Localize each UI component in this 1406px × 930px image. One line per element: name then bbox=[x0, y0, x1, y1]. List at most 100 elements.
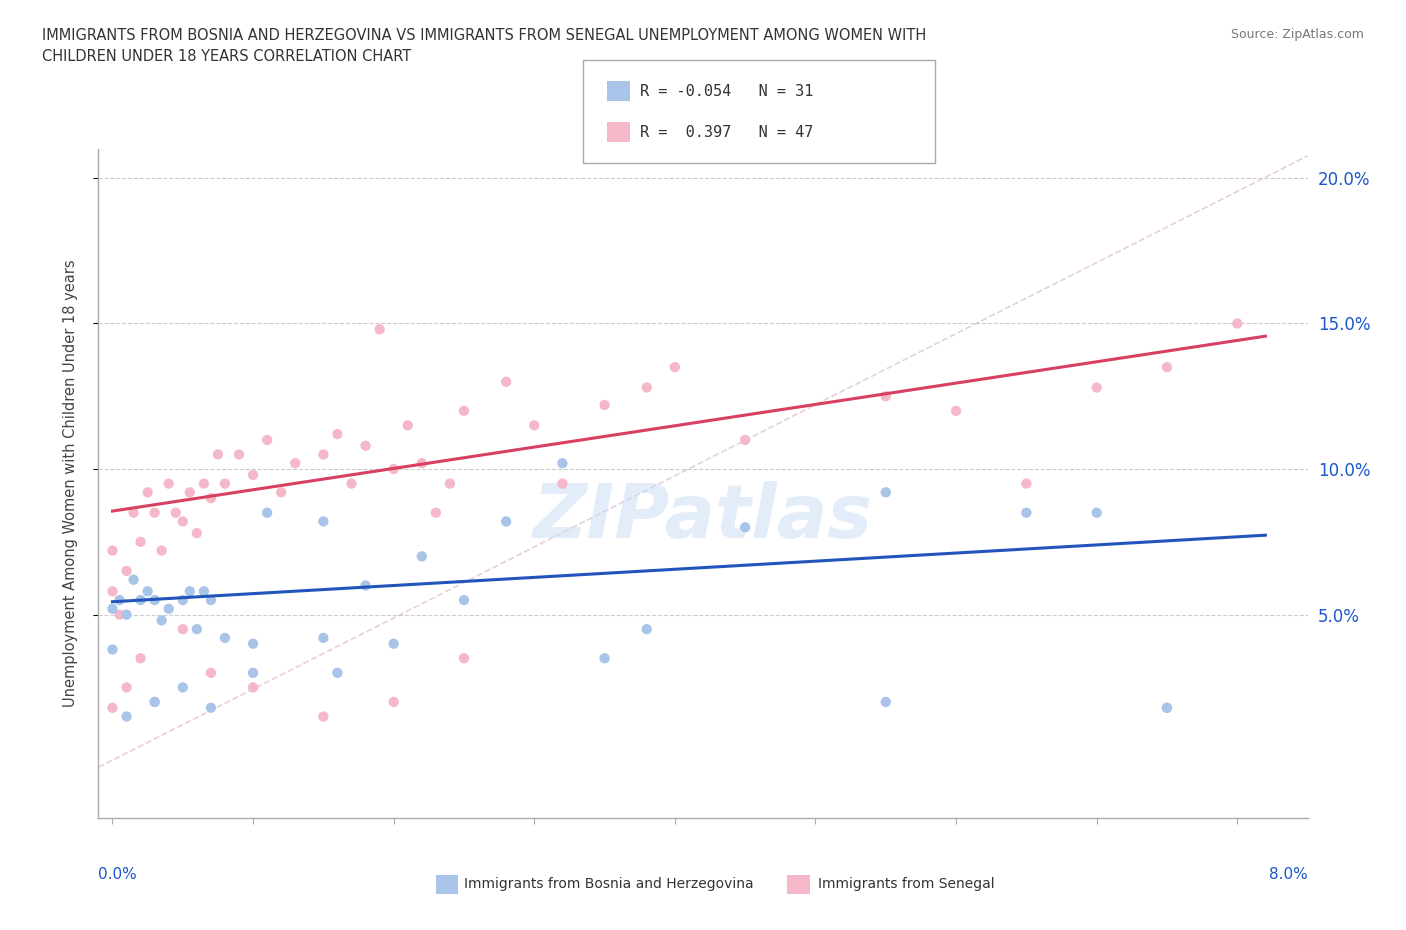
Point bbox=[382, 636, 405, 651]
Point bbox=[200, 491, 222, 506]
Point bbox=[115, 607, 138, 622]
Point bbox=[242, 636, 264, 651]
Point bbox=[593, 397, 616, 412]
Point bbox=[425, 505, 447, 520]
Point bbox=[636, 622, 658, 637]
Point bbox=[523, 418, 546, 432]
Point bbox=[326, 427, 349, 442]
Point bbox=[101, 642, 124, 657]
Point bbox=[593, 651, 616, 666]
Point bbox=[101, 602, 124, 617]
Point bbox=[284, 456, 307, 471]
Point bbox=[172, 514, 194, 529]
Point bbox=[875, 389, 897, 404]
Point bbox=[172, 680, 194, 695]
Point bbox=[143, 592, 166, 607]
Point bbox=[411, 549, 433, 564]
Point bbox=[495, 374, 517, 389]
Point bbox=[108, 592, 131, 607]
Point bbox=[186, 622, 208, 637]
Point bbox=[115, 564, 138, 578]
Point bbox=[354, 438, 377, 453]
Point bbox=[179, 584, 201, 599]
Point bbox=[256, 432, 278, 447]
Text: Immigrants from Bosnia and Herzegovina: Immigrants from Bosnia and Herzegovina bbox=[464, 876, 754, 891]
Point bbox=[945, 404, 967, 418]
Point bbox=[143, 505, 166, 520]
Point bbox=[122, 572, 145, 587]
Point bbox=[1156, 700, 1178, 715]
Point bbox=[439, 476, 461, 491]
Point bbox=[734, 432, 756, 447]
Text: ZIPatlas: ZIPatlas bbox=[533, 481, 873, 553]
Text: Source: ZipAtlas.com: Source: ZipAtlas.com bbox=[1230, 28, 1364, 41]
Point bbox=[242, 680, 264, 695]
Point bbox=[875, 695, 897, 710]
Text: 0.0%: 0.0% bbox=[98, 867, 138, 882]
Text: R =  0.397   N = 47: R = 0.397 N = 47 bbox=[640, 125, 813, 140]
Point bbox=[150, 543, 173, 558]
Point bbox=[143, 695, 166, 710]
Point bbox=[1015, 476, 1038, 491]
Point bbox=[368, 322, 391, 337]
Point bbox=[312, 631, 335, 645]
Point bbox=[312, 447, 335, 462]
Point bbox=[242, 468, 264, 483]
Point bbox=[495, 514, 517, 529]
Point bbox=[1085, 505, 1108, 520]
Text: 8.0%: 8.0% bbox=[1268, 867, 1308, 882]
Point bbox=[453, 651, 475, 666]
Point bbox=[382, 461, 405, 476]
Point bbox=[382, 695, 405, 710]
Point bbox=[129, 592, 152, 607]
Point bbox=[172, 592, 194, 607]
Point bbox=[108, 607, 131, 622]
Point bbox=[242, 665, 264, 680]
Text: IMMIGRANTS FROM BOSNIA AND HERZEGOVINA VS IMMIGRANTS FROM SENEGAL UNEMPLOYMENT A: IMMIGRANTS FROM BOSNIA AND HERZEGOVINA V… bbox=[42, 28, 927, 64]
Point bbox=[1156, 360, 1178, 375]
Point bbox=[636, 380, 658, 395]
Point bbox=[136, 584, 159, 599]
Point bbox=[143, 695, 166, 710]
Point bbox=[551, 456, 574, 471]
Point bbox=[312, 709, 335, 724]
Point bbox=[122, 505, 145, 520]
Point bbox=[270, 485, 292, 499]
Point bbox=[207, 447, 229, 462]
Point bbox=[396, 418, 419, 432]
Point bbox=[157, 476, 180, 491]
Point bbox=[157, 602, 180, 617]
Point bbox=[453, 592, 475, 607]
Point bbox=[326, 665, 349, 680]
Point bbox=[228, 447, 250, 462]
Point bbox=[1226, 316, 1249, 331]
Point bbox=[101, 543, 124, 558]
Point bbox=[129, 535, 152, 550]
Point bbox=[193, 584, 215, 599]
Point bbox=[172, 622, 194, 637]
Point bbox=[1015, 505, 1038, 520]
Point bbox=[129, 651, 152, 666]
Point bbox=[1085, 380, 1108, 395]
Point bbox=[551, 476, 574, 491]
Point bbox=[150, 613, 173, 628]
Point bbox=[1156, 700, 1178, 715]
Point bbox=[734, 520, 756, 535]
Point bbox=[664, 360, 686, 375]
Point bbox=[256, 505, 278, 520]
Point bbox=[875, 485, 897, 499]
Point bbox=[165, 505, 187, 520]
Y-axis label: Unemployment Among Women with Children Under 18 years: Unemployment Among Women with Children U… bbox=[63, 259, 77, 708]
Point bbox=[101, 584, 124, 599]
Point bbox=[354, 578, 377, 593]
Point bbox=[200, 700, 222, 715]
Point bbox=[453, 404, 475, 418]
Point bbox=[186, 525, 208, 540]
Point bbox=[214, 476, 236, 491]
Text: R = -0.054   N = 31: R = -0.054 N = 31 bbox=[640, 84, 813, 99]
Point bbox=[312, 514, 335, 529]
Point bbox=[200, 665, 222, 680]
Point bbox=[179, 485, 201, 499]
Point bbox=[340, 476, 363, 491]
Text: Immigrants from Senegal: Immigrants from Senegal bbox=[818, 876, 995, 891]
